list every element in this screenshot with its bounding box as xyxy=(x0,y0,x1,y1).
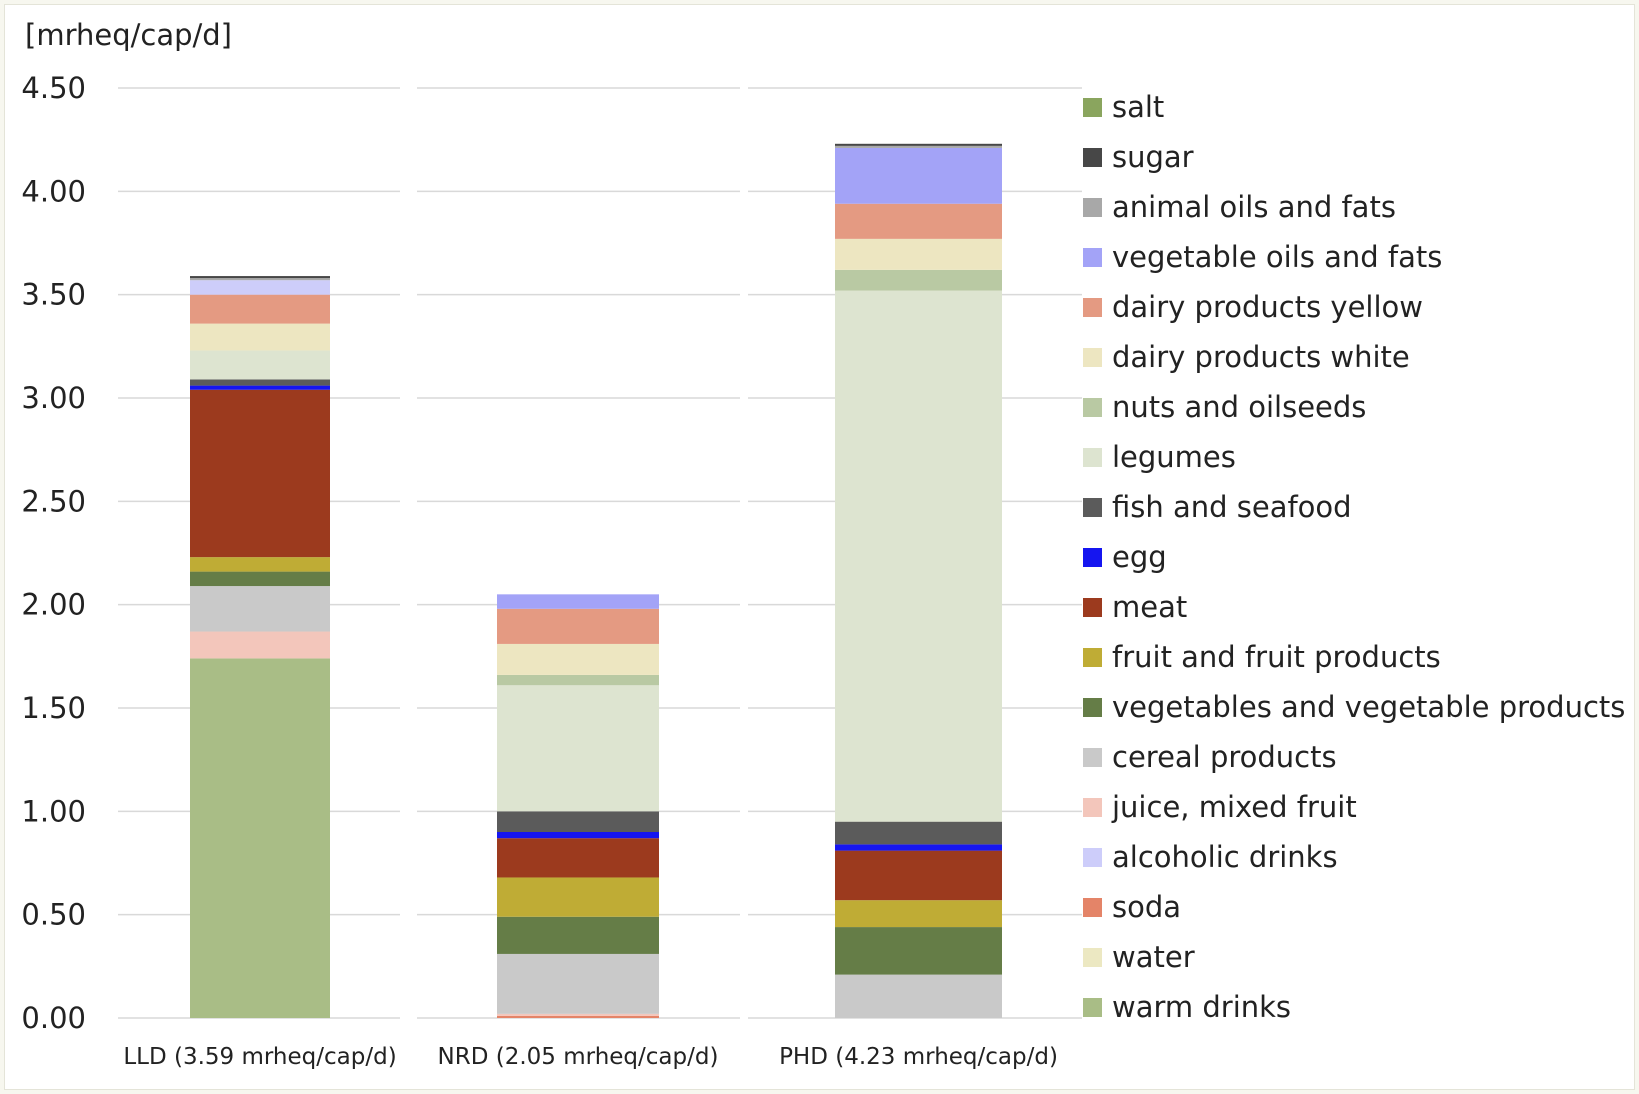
y-tick-label: 0.00 xyxy=(21,1001,86,1035)
legend-label: soda xyxy=(1112,890,1181,924)
bar-segment-fruit-and-fruit-products xyxy=(497,877,659,917)
bar-segment-vegetable-oils-and-fats xyxy=(497,594,659,609)
y-tick-label: 4.00 xyxy=(21,174,86,208)
bar-segment-vegetable-oils-and-fats xyxy=(835,147,1002,204)
y-tick-label: 2.00 xyxy=(21,588,86,622)
x-axis-categories: LLD (3.59 mrheq/cap/d) NRD (2.05 mrheq/ca… xyxy=(123,1044,1058,1070)
bar-segment-juice-mixed-fruit xyxy=(497,1013,659,1016)
bar-segment-nuts-and-oilseeds xyxy=(835,269,1002,291)
bar-segment-legumes xyxy=(190,350,330,380)
x-category-label: LLD (3.59 mrheq/cap/d) xyxy=(123,1044,396,1070)
legend-label: alcoholic drinks xyxy=(1112,840,1338,874)
y-tick-label: 4.50 xyxy=(21,71,86,105)
bar-segment-fish-and-seafood xyxy=(835,821,1002,845)
legend-label: juice, mixed fruit xyxy=(1111,790,1357,824)
bar-segment-cereal-products xyxy=(835,974,1002,1018)
bar-segment-meat xyxy=(835,850,1002,901)
legend-label: animal oils and fats xyxy=(1112,190,1396,224)
bar-segment-soda xyxy=(497,1015,659,1018)
bar-segment-vegetables-and-vegetable-products xyxy=(835,927,1002,975)
bar-segment-egg xyxy=(497,832,659,839)
legend-label: dairy products white xyxy=(1112,340,1410,374)
legend-label: water xyxy=(1112,940,1195,974)
sugar-swatch xyxy=(1083,148,1102,167)
legend-label: nuts and oilseeds xyxy=(1112,390,1366,424)
bar-segment-animal-oils-and-fats xyxy=(190,278,330,281)
legend-label: fruit and fruit products xyxy=(1112,640,1441,674)
bar-segment-egg xyxy=(835,844,1002,851)
bar-segment-fruit-and-fruit-products xyxy=(835,900,1002,928)
y-tick-label: 2.50 xyxy=(21,484,86,518)
water-swatch xyxy=(1083,948,1102,967)
bar-segment-dairy-products-white xyxy=(190,323,330,351)
y-axis-ticks: 0.00 0.50 1.00 1.50 2.00 2.50 3.00 3.50 4.00 4.50 xyxy=(21,71,86,1035)
legend-label: fish and seafood xyxy=(1112,490,1352,524)
x-category-label: NRD (2.05 mrheq/cap/d) xyxy=(438,1044,719,1070)
cereal-swatch xyxy=(1083,748,1102,767)
legend-label: vegetables and vegetable products xyxy=(1112,690,1625,724)
y-tick-label: 1.50 xyxy=(21,691,86,725)
bar-segment-alcoholic-drinks xyxy=(190,280,330,295)
y-tick-label: 0.50 xyxy=(21,898,86,932)
meat-swatch xyxy=(1083,598,1102,617)
bar-segment-meat xyxy=(190,389,330,558)
bar-segment-animal-oils-and-fats xyxy=(835,145,1002,148)
bar-segment-warm-drinks xyxy=(190,658,330,1018)
y-tick-label: 3.00 xyxy=(21,381,86,415)
salt-swatch xyxy=(1083,98,1102,117)
bar-segment-meat xyxy=(497,838,659,878)
y-tick-label: 1.00 xyxy=(21,794,86,828)
legumes-swatch xyxy=(1083,448,1102,467)
bar-segment-fish-and-seafood xyxy=(497,811,659,832)
x-category-label: PHD (4.23 mrheq/cap/d) xyxy=(779,1044,1058,1070)
vegetable-oils-swatch xyxy=(1083,248,1102,267)
legend-label: meat xyxy=(1112,590,1187,624)
bars xyxy=(190,143,1002,1018)
bar-segment-dairy-products-yellow xyxy=(497,608,659,644)
bar-segment-cereal-products xyxy=(190,586,330,632)
bar-segment-vegetables-and-vegetable-products xyxy=(497,916,659,954)
legend-label: vegetable oils and fats xyxy=(1112,240,1442,274)
legend-label: sugar xyxy=(1112,140,1194,174)
egg-swatch xyxy=(1083,548,1102,567)
bar-segment-fish-and-seafood xyxy=(190,379,330,386)
legend-label: egg xyxy=(1112,540,1167,574)
bar-segment-vegetables-and-vegetable-products xyxy=(190,571,330,587)
y-unit-label: [mrheq/cap/d] xyxy=(25,18,232,52)
bar-segment-nuts-and-oilseeds xyxy=(497,674,659,686)
nuts-swatch xyxy=(1083,398,1102,417)
warm-drinks-swatch xyxy=(1083,998,1102,1017)
bar-segment-legumes xyxy=(835,290,1002,822)
legend-label: cereal products xyxy=(1112,740,1337,774)
soda-swatch xyxy=(1083,898,1102,917)
legend-label: legumes xyxy=(1112,440,1236,474)
bar-segment-juice-mixed-fruit xyxy=(190,631,330,659)
animal-oils-swatch xyxy=(1083,198,1102,217)
fruit-swatch xyxy=(1083,648,1102,667)
legend-label: warm drinks xyxy=(1112,990,1291,1024)
bar-segment-legumes xyxy=(497,685,659,812)
vegetables-swatch xyxy=(1083,698,1102,717)
legend-label: salt xyxy=(1112,90,1164,124)
bar-segment-dairy-products-white xyxy=(835,238,1002,270)
bar-segment-fruit-and-fruit-products xyxy=(190,557,330,572)
legend-label: dairy products yellow xyxy=(1112,290,1423,324)
alcoholic-swatch xyxy=(1083,848,1102,867)
bar-segment-cereal-products xyxy=(497,953,659,1014)
bar-segment-dairy-products-yellow xyxy=(835,203,1002,239)
bar-segment-sugar xyxy=(190,276,330,279)
bar-segment-dairy-products-white xyxy=(497,643,659,675)
dairy-yellow-swatch xyxy=(1083,298,1102,317)
y-tick-label: 3.50 xyxy=(21,278,86,312)
bar-segment-egg xyxy=(190,385,330,390)
bar-segment-dairy-products-yellow xyxy=(190,294,330,324)
juice-swatch xyxy=(1083,798,1102,817)
dairy-white-swatch xyxy=(1083,348,1102,367)
bar-segment-sugar xyxy=(835,143,1002,146)
legend: salt sugar animal oils and fats vegetable o… xyxy=(1083,90,1625,1024)
fish-swatch xyxy=(1083,498,1102,517)
